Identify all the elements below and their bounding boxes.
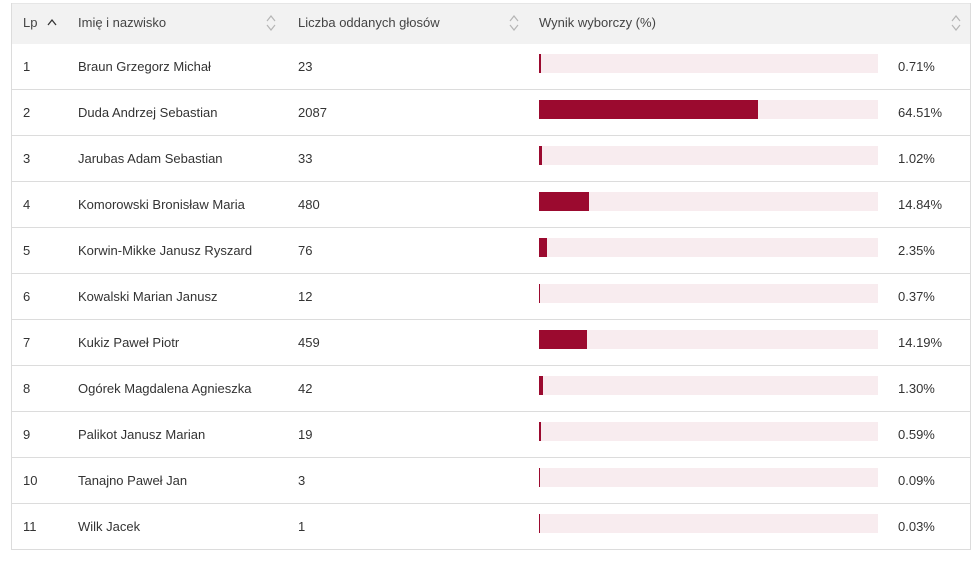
result-bar-track [539, 284, 878, 303]
vote-count: 33 [298, 151, 313, 166]
vote-count: 12 [298, 289, 313, 304]
result-bar-track [539, 330, 878, 349]
candidate-name: Braun Grzegorz Michał [78, 59, 211, 74]
table-row: 10 Tanajno Paweł Jan 3 0.09% [12, 457, 970, 503]
table-row: 5 Korwin-Mikke Janusz Ryszard 76 2.35% [12, 227, 970, 273]
result-bar-track [539, 422, 878, 441]
table-row: 8 Ogórek Magdalena Agnieszka 42 1.30% [12, 365, 970, 411]
result-bar-track [539, 468, 878, 487]
result-percent: 1.02% [898, 151, 935, 166]
row-lp: 10 [23, 473, 38, 488]
result-bar-fill [539, 376, 544, 395]
candidate-name: Palikot Janusz Marian [78, 427, 206, 442]
result-bar-fill [539, 146, 543, 165]
vote-count: 23 [298, 59, 313, 74]
header-result[interactable]: Wynik wyborczy (%) [539, 4, 656, 44]
result-percent: 14.19% [898, 335, 943, 350]
table-body: 1 Braun Grzegorz Michał 23 0.71% 2 Duda … [12, 44, 970, 549]
result-percent: 0.37% [898, 289, 935, 304]
result-bar-fill [539, 100, 758, 119]
table-row: 6 Kowalski Marian Janusz 12 0.37% [12, 273, 970, 319]
table-row: 2 Duda Andrzej Sebastian 2087 64.51% [12, 89, 970, 135]
result-bar-fill [539, 468, 541, 487]
result-bar-track [539, 100, 878, 119]
results-table: Lp Imię i nazwisko Liczba oddanych głosó… [11, 3, 971, 550]
vote-count: 76 [298, 243, 313, 258]
row-lp: 6 [23, 289, 31, 304]
header-votes-label: Liczba oddanych głosów [298, 15, 440, 30]
header-result-label: Wynik wyborczy (%) [539, 15, 656, 30]
sort-name-icon[interactable] [266, 14, 276, 32]
result-bar-track [539, 54, 878, 73]
row-lp: 5 [23, 243, 31, 258]
result-bar-fill [539, 192, 590, 211]
row-lp: 2 [23, 105, 31, 120]
sort-votes-icon[interactable] [509, 14, 519, 32]
sort-asc-icon[interactable] [47, 13, 57, 31]
row-lp: 4 [23, 197, 31, 212]
candidate-name: Komorowski Bronisław Maria [78, 197, 245, 212]
row-lp: 8 [23, 381, 31, 396]
result-bar-fill [539, 284, 541, 303]
header-lp-label: Lp [23, 15, 38, 30]
result-bar-track [539, 376, 878, 395]
result-bar-fill [539, 330, 588, 349]
result-bar-track [539, 192, 878, 211]
result-percent: 64.51% [898, 105, 943, 120]
row-lp: 3 [23, 151, 31, 166]
row-lp: 1 [23, 59, 31, 74]
result-percent: 0.71% [898, 59, 935, 74]
result-percent: 1.30% [898, 381, 935, 396]
result-percent: 2.35% [898, 243, 935, 258]
candidate-name: Ogórek Magdalena Agnieszka [78, 381, 252, 396]
header-name-label: Imię i nazwisko [78, 15, 167, 30]
result-bar-fill [539, 238, 547, 257]
header-name[interactable]: Imię i nazwisko [78, 4, 166, 44]
table-row: 9 Palikot Janusz Marian 19 0.59% [12, 411, 970, 457]
vote-count: 1 [298, 519, 306, 534]
result-percent: 14.84% [898, 197, 943, 212]
table-row: 4 Komorowski Bronisław Maria 480 14.84% [12, 181, 970, 227]
vote-count: 480 [298, 197, 320, 212]
candidate-name: Kowalski Marian Janusz [78, 289, 218, 304]
vote-count: 2087 [298, 105, 327, 120]
result-bar-track [539, 238, 878, 257]
result-bar-fill [539, 422, 541, 441]
result-percent: 0.59% [898, 427, 935, 442]
row-lp: 7 [23, 335, 31, 350]
header-votes[interactable]: Liczba oddanych głosów [298, 4, 440, 44]
table-row: 3 Jarubas Adam Sebastian 33 1.02% [12, 135, 970, 181]
result-bar-track [539, 514, 878, 533]
row-lp: 9 [23, 427, 31, 442]
candidate-name: Tanajno Paweł Jan [78, 473, 188, 488]
result-bar-fill [539, 54, 542, 73]
table-row: 11 Wilk Jacek 1 0.03% [12, 503, 970, 549]
result-bar-fill [539, 514, 541, 533]
vote-count: 19 [298, 427, 313, 442]
table-row: 1 Braun Grzegorz Michał 23 0.71% [12, 44, 970, 89]
header-lp[interactable]: Lp [23, 4, 37, 44]
candidate-name: Wilk Jacek [78, 519, 141, 534]
result-percent: 0.03% [898, 519, 935, 534]
vote-count: 42 [298, 381, 313, 396]
candidate-name: Duda Andrzej Sebastian [78, 105, 218, 120]
sort-result-icon[interactable] [951, 14, 961, 32]
vote-count: 459 [298, 335, 320, 350]
candidate-name: Korwin-Mikke Janusz Ryszard [78, 243, 253, 258]
table-header: Lp Imię i nazwisko Liczba oddanych głosó… [12, 3, 970, 44]
vote-count: 3 [298, 473, 306, 488]
candidate-name: Kukiz Paweł Piotr [78, 335, 180, 350]
row-lp: 11 [23, 519, 37, 534]
table-row: 7 Kukiz Paweł Piotr 459 14.19% [12, 319, 970, 365]
result-percent: 0.09% [898, 473, 935, 488]
result-bar-track [539, 146, 878, 165]
candidate-name: Jarubas Adam Sebastian [78, 151, 223, 166]
